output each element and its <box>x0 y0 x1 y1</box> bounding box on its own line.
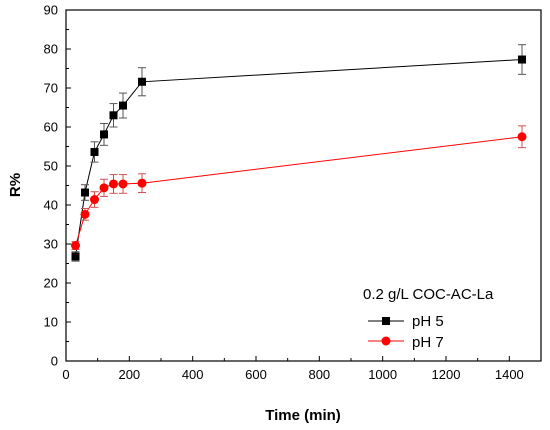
data-point <box>109 179 118 189</box>
data-point <box>90 147 99 156</box>
x-tick-label: 800 <box>308 367 330 382</box>
series-ph-7 <box>71 125 527 251</box>
y-tick-label: 70 <box>44 81 58 96</box>
series-ph-5 <box>71 44 526 262</box>
x-tick-label: 1200 <box>432 367 461 382</box>
series-layer <box>71 44 527 262</box>
data-point <box>71 252 80 261</box>
y-axis-title: R% <box>7 173 24 197</box>
y-tick-label: 80 <box>44 42 58 57</box>
data-point <box>90 195 99 205</box>
data-point <box>517 132 527 142</box>
data-point <box>99 183 109 193</box>
y-tick-label: 20 <box>44 276 58 291</box>
data-point <box>100 130 108 139</box>
x-tick-label: 600 <box>245 367 267 382</box>
x-tick-label: 200 <box>118 367 140 382</box>
y-tick-label: 10 <box>44 315 58 330</box>
x-axis: 0 200 400 600 800 1000 1200 1400 <box>62 356 524 382</box>
x-tick-label: 1400 <box>495 367 524 382</box>
data-point <box>109 111 118 120</box>
x-tick-label: 0 <box>62 367 69 382</box>
x-tick-label: 1000 <box>368 367 397 382</box>
data-point <box>518 55 526 64</box>
data-point <box>138 77 146 86</box>
y-tick-label: 90 <box>44 3 58 18</box>
data-point <box>81 188 89 197</box>
legend-label-ph7: pH 7 <box>412 334 444 351</box>
y-tick-label: 60 <box>44 120 58 135</box>
legend-title: 0.2 g/L COC-AC-La <box>363 286 494 303</box>
legend-label-ph5: pH 5 <box>412 313 444 330</box>
x-tick-label: 400 <box>182 367 204 382</box>
legend: 0.2 g/L COC-AC-La pH 5 pH 7 <box>363 286 494 351</box>
series-line-ph-5 <box>75 59 523 257</box>
y-axis: 0 10 20 30 40 50 60 70 80 90 <box>44 3 71 369</box>
y-tick-label: 50 <box>44 159 58 174</box>
data-point <box>71 241 80 251</box>
y-tick-label: 30 <box>44 237 58 252</box>
legend-marker-ph7 <box>381 336 391 346</box>
y-tick-label: 40 <box>44 198 58 213</box>
data-point <box>119 101 127 110</box>
data-point <box>80 209 90 219</box>
y-tick-label: 0 <box>51 354 58 369</box>
data-point <box>137 178 147 188</box>
data-point <box>118 179 128 189</box>
x-axis-title: Time (min) <box>265 407 341 424</box>
legend-marker-ph5 <box>382 317 390 325</box>
